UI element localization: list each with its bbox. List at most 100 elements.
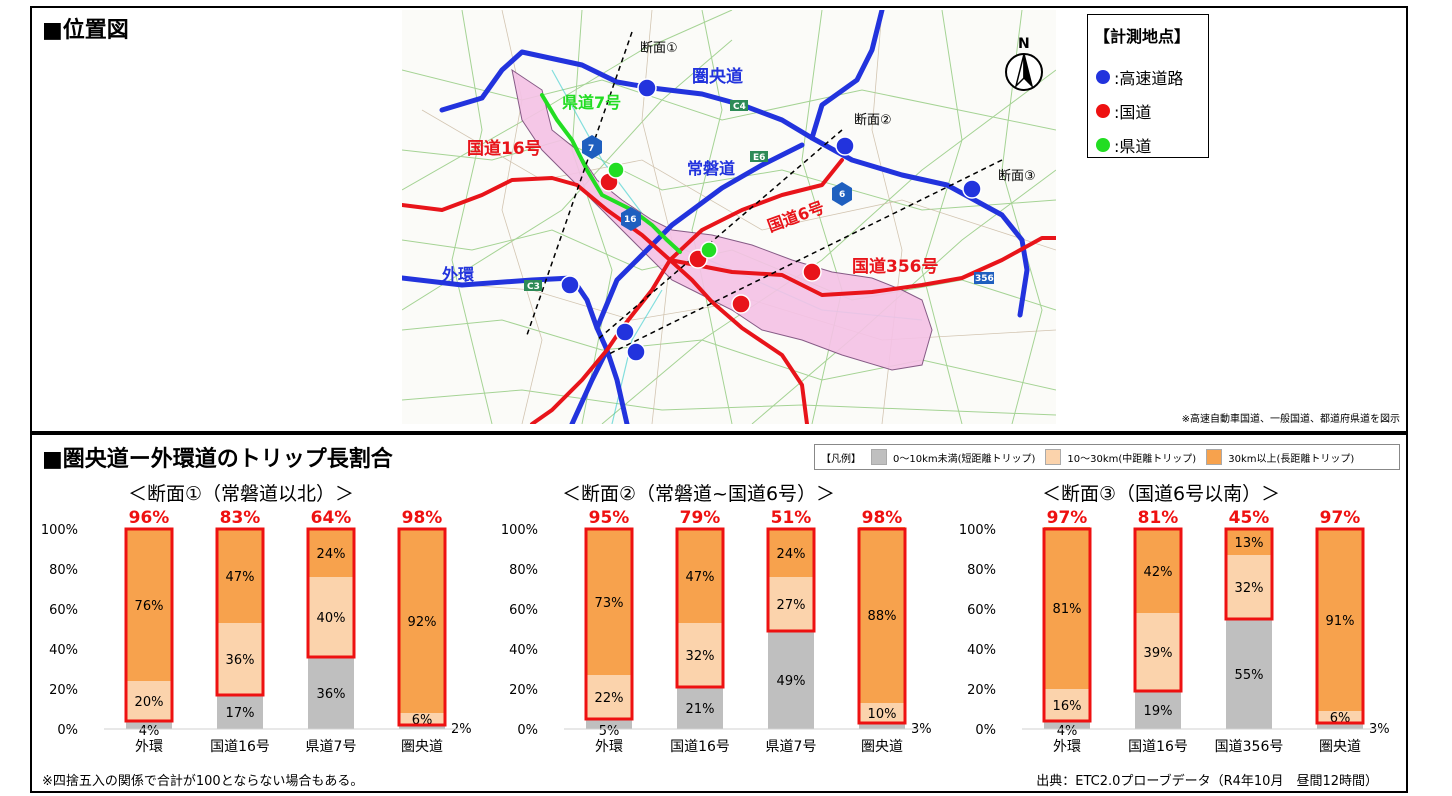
map-note: ※高速自動車国道、一般国道、都道府県道を図示 <box>1181 414 1400 425</box>
bar-segment <box>768 577 814 631</box>
bar-segment <box>768 631 814 729</box>
badge-356: 356 <box>975 274 994 284</box>
bar-top-label: 98% <box>402 508 443 528</box>
point-gaikan-1 <box>560 275 580 295</box>
y-tick-label: 0% <box>57 723 78 738</box>
x-tick-label: 外環 <box>595 739 623 755</box>
y-tick-label: 80% <box>509 563 538 578</box>
y-tick-label: 100% <box>501 523 538 538</box>
green-dot-icon <box>1096 138 1110 152</box>
bar-segment <box>399 713 445 725</box>
bar-segment <box>586 529 632 675</box>
segment-label: 55% <box>1235 668 1264 683</box>
bar-segment <box>586 719 632 729</box>
segment-label: 4% <box>139 724 160 739</box>
footnote: ※四捨五入の関係で合計が100とならない場合もある。 <box>42 774 364 789</box>
segment-label: 27% <box>777 598 806 613</box>
segment-label: 92% <box>408 615 437 630</box>
y-tick-label: 20% <box>49 683 78 698</box>
bar-highlight-outline <box>1133 527 1183 693</box>
bar-top-label: 51% <box>771 508 812 528</box>
label-pref-7: 県道7号 <box>562 93 621 112</box>
expressways <box>399 7 1030 427</box>
segment-label: 10% <box>868 707 897 722</box>
label-gaikan: 外環 <box>441 265 475 284</box>
north-label: N <box>1018 36 1030 52</box>
segment-label: 39% <box>1144 646 1173 661</box>
y-tick-label: 40% <box>49 643 78 658</box>
bar-highlight-outline <box>1315 527 1365 725</box>
segment-label: 36% <box>317 687 346 702</box>
trip-legend-short: 0～10km未満(短距離トリップ) <box>871 449 1035 465</box>
segment-label: 21% <box>686 702 715 717</box>
badge-6: 6 <box>839 190 845 200</box>
trip-section-title: ■圏央道ー外環道のトリップ長割合 <box>42 447 393 472</box>
y-tick-label: 0% <box>975 723 996 738</box>
short-swatch-icon <box>871 449 887 465</box>
segment-label: 19% <box>1144 704 1173 719</box>
trip-legend-prefix: 【凡例】 <box>821 453 861 465</box>
bar-segment <box>1135 529 1181 613</box>
bar-highlight-outline <box>766 527 816 633</box>
label-route-16: 国道16号 <box>467 138 542 159</box>
bar-highlight-outline <box>1224 527 1274 621</box>
bar-segment <box>308 577 354 657</box>
point-ken-o-1 <box>637 78 657 98</box>
label-section-2: 断面② <box>854 113 892 128</box>
trip-legend-long-label: 30km以上(長距離トリップ) <box>1228 453 1355 465</box>
bar-top-label: 45% <box>1229 508 1270 528</box>
badge-7: 7 <box>588 144 594 154</box>
bar-segment <box>1317 723 1363 729</box>
y-tick-label: 60% <box>967 603 996 618</box>
trip-charts-svg: 0% 20% 40% 60% 80% 100% 4% 20% 76% 96% 外環 17% 36% 47%… <box>41 508 1390 755</box>
x-tick-label: 圏央道 <box>861 739 903 755</box>
x-tick-label: 外環 <box>1053 739 1081 755</box>
x-tick-label: 外環 <box>135 739 163 755</box>
segment-label: 4% <box>1057 724 1078 739</box>
point-pref7-1 <box>607 161 625 179</box>
segment-label: 73% <box>595 596 624 611</box>
point-pref7-2 <box>700 241 718 259</box>
segment-label: 13% <box>1235 536 1264 551</box>
road-badges: C4 E6 C3 7 16 6 356 <box>524 100 994 292</box>
bar-top-label: 95% <box>589 508 630 528</box>
trip-legend-mid-label: 10～30km(中距離トリップ) <box>1067 453 1197 465</box>
bar-segment <box>859 703 905 723</box>
bar-top-label: 81% <box>1138 508 1179 528</box>
bar-segment <box>1135 613 1181 691</box>
chart-1-title: ＜断面①（常磐道以北）＞ <box>128 483 355 505</box>
bar-segment <box>217 529 263 623</box>
bar-segment <box>1317 711 1363 723</box>
bar-segment <box>308 529 354 577</box>
label-section-1: 断面① <box>640 41 678 56</box>
x-tick-label: 圏央道 <box>401 739 443 755</box>
bar-highlight-outline <box>397 527 447 727</box>
y-tick-label: 40% <box>967 643 996 658</box>
trip-legend-long: 30km以上(長距離トリップ) <box>1206 449 1354 465</box>
segment-label: 81% <box>1053 602 1082 617</box>
badge-c3: C3 <box>527 282 540 292</box>
segment-label: 47% <box>686 570 715 585</box>
chart-3-title: ＜断面③（国道6号以南）＞ <box>1042 483 1281 505</box>
bar-top-label: 97% <box>1320 508 1361 528</box>
y-tick-label: 60% <box>509 603 538 618</box>
bar-segment <box>1135 691 1181 729</box>
map-title: ■位置図 <box>42 18 129 43</box>
segment-label: 32% <box>1235 581 1264 596</box>
source-note: 出典：ETC2.0プローブデータ（R4年10月 昼間12時間） <box>1036 774 1378 789</box>
bar-segment <box>126 529 172 681</box>
bar-segment <box>217 623 263 695</box>
badge-e6: E6 <box>753 153 765 163</box>
segment-label: 40% <box>317 611 346 626</box>
bar-segment <box>859 723 905 729</box>
segment-label: 5% <box>599 724 620 739</box>
y-tick-label: 40% <box>509 643 538 658</box>
point-gaikan-2 <box>615 322 635 342</box>
bar-top-label: 97% <box>1047 508 1088 528</box>
bar-segment <box>768 529 814 577</box>
bar-segment <box>859 527 905 703</box>
bar-top-label: 96% <box>129 508 170 528</box>
bar-highlight-outline <box>306 527 356 659</box>
badge-c4: C4 <box>733 102 746 112</box>
bar-segment <box>1226 555 1272 619</box>
